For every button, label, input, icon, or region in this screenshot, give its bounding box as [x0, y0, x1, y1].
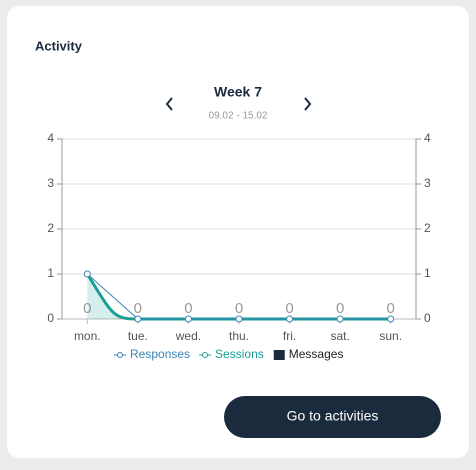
legend-item[interactable]: Sessions: [199, 347, 264, 361]
y2-tick-label: 2: [424, 221, 431, 235]
x-tick-label: wed.: [175, 329, 201, 343]
y2-tick-label: 3: [424, 176, 431, 190]
data-label: 0: [387, 300, 395, 317]
week-label: Week 7: [214, 84, 262, 100]
card-title: Activity: [35, 38, 83, 53]
data-label: 0: [184, 300, 192, 317]
legend-label: Messages: [289, 347, 344, 361]
point: [134, 315, 142, 323]
legend-item[interactable]: Responses: [114, 347, 190, 361]
legend-label: Sessions: [215, 347, 264, 361]
x-tick-label: fri.: [283, 329, 296, 343]
data-label: 0: [235, 300, 243, 317]
next-week[interactable]: [304, 97, 312, 111]
legend-marker: [117, 352, 123, 358]
previous-week[interactable]: [165, 97, 173, 111]
x-tick-label: tue.: [128, 329, 148, 343]
point: [336, 315, 344, 323]
point: [235, 315, 243, 323]
point: [83, 270, 91, 278]
legend-label: Responses: [130, 347, 190, 361]
x-tick-label: mon.: [74, 329, 101, 343]
point: [184, 315, 192, 323]
data-label: 0: [134, 300, 142, 317]
y2-tick-label: 4: [424, 131, 431, 145]
y-tick-label: 0: [47, 311, 54, 325]
y-tick-label: 4: [47, 131, 54, 145]
y-tick-label: 3: [47, 176, 54, 190]
x-tick-label: thu.: [229, 329, 249, 343]
y2-tick-label: 0: [424, 311, 431, 325]
point: [286, 315, 294, 323]
x-tick-label: sun.: [379, 329, 402, 343]
card-background: [7, 6, 469, 458]
point: [387, 315, 395, 323]
data-label: 0: [336, 300, 344, 317]
legend-item[interactable]: Messages: [273, 347, 344, 361]
y2-tick-label: 1: [424, 266, 431, 280]
week-range: 09.02 - 15.02: [209, 111, 268, 122]
data-label: 0: [285, 300, 293, 317]
legend-swatch: [273, 350, 285, 360]
y-tick-label: 2: [47, 221, 54, 235]
y-tick-label: 1: [47, 266, 54, 280]
go-to-activities-button[interactable]: Go to activities: [224, 396, 441, 438]
x-tick-label: sat.: [330, 329, 349, 343]
button-label[interactable]: Go to activities: [287, 408, 379, 424]
data-label: 0: [83, 300, 91, 317]
legend-marker: [202, 352, 209, 358]
button-background[interactable]: [224, 396, 441, 438]
